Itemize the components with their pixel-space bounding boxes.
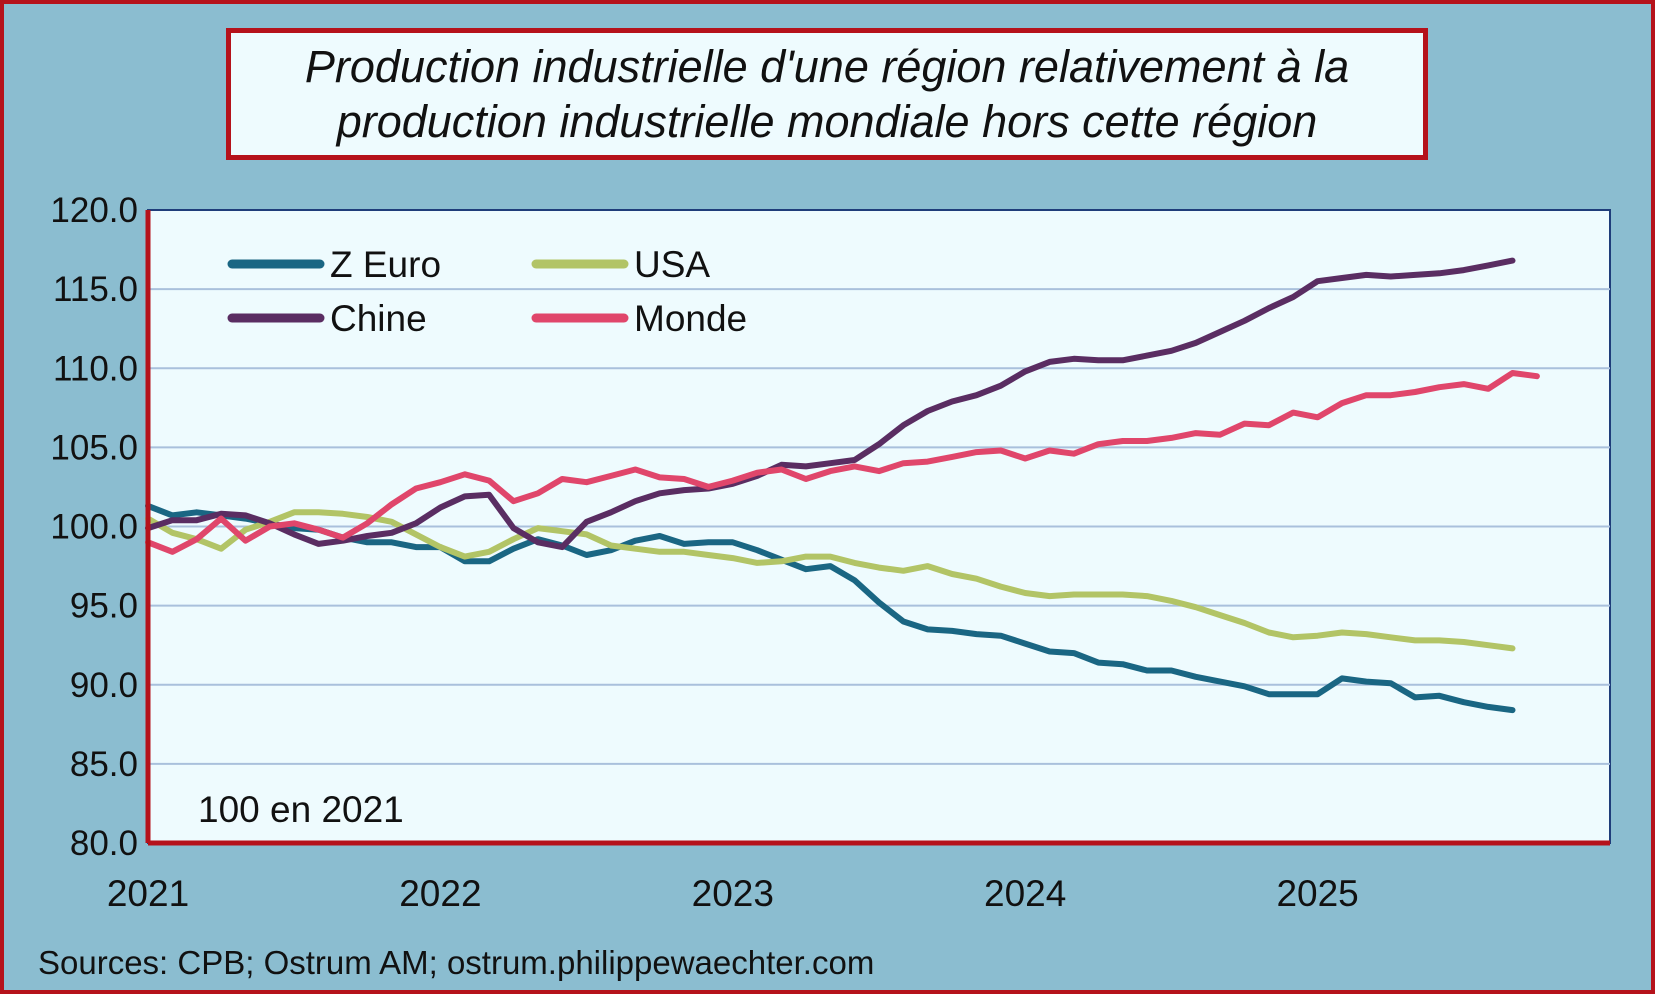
legend-label-usa: USA [634, 244, 710, 285]
series-lines [145, 257, 1540, 714]
chart-title-line1: Production industrielle d'une région rel… [304, 41, 1350, 92]
y-tick-label: 115.0 [53, 270, 138, 309]
y-tick-label: 85.0 [70, 745, 138, 784]
x-tick-label: 2024 [984, 873, 1066, 914]
annotation-base: 100 en 2021 [198, 789, 404, 830]
y-axis: 80.0 85.0 90.0 95.0 100.0 105.0 110.0 115.0 120.… [50, 191, 138, 863]
legend-label-z-euro: Z Euro [330, 244, 441, 285]
x-axis: 2021 2022 2023 2024 2025 [107, 873, 1359, 914]
y-tick-label: 95.0 [70, 587, 138, 626]
y-tick-label: 80.0 [70, 824, 138, 863]
legend-label-monde: Monde [634, 298, 747, 339]
y-tick-label: 110.0 [53, 349, 138, 388]
y-tick-label: 90.0 [70, 666, 138, 705]
y-tick-label: 120.0 [50, 191, 138, 230]
source-note: Sources: CPB; Ostrum AM; ostrum.philippe… [38, 944, 875, 981]
legend-label-chine: Chine [330, 298, 427, 339]
series-line-chine [145, 257, 1516, 551]
y-tick-label: 105.0 [50, 428, 138, 467]
x-tick-label: 2023 [692, 873, 774, 914]
x-tick-label: 2021 [107, 873, 189, 914]
chart-title-box: Production industrielle d'une région rel… [226, 28, 1428, 160]
chart-title-line2: production industrielle mondiale hors ce… [336, 96, 1318, 147]
series-line-z-euro [145, 502, 1516, 714]
x-tick-label: 2025 [1276, 873, 1358, 914]
y-tick-label: 100.0 [50, 508, 138, 547]
x-tick-label: 2022 [399, 873, 481, 914]
legend: Z Euro USA Chine Monde [227, 244, 747, 339]
series-line-monde [145, 370, 1540, 555]
